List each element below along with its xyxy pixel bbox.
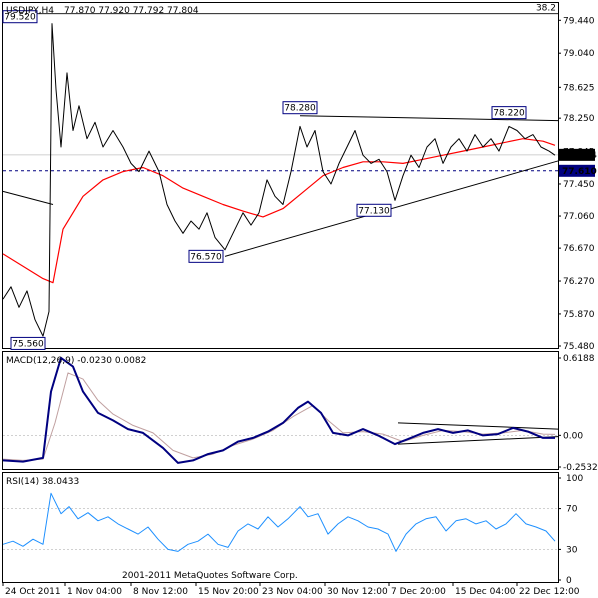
price-annotation-label: 76.570 <box>190 252 222 262</box>
price-trendline <box>2 190 54 206</box>
price-line <box>2 23 556 337</box>
support-price-tag-bg <box>559 164 595 177</box>
x-axis-tick-label: 1 Nov 04:00 <box>67 587 122 597</box>
chart-ohlc: 77.870 77.920 77.792 77.804 <box>64 6 199 16</box>
macd-panel-frame <box>2 351 559 470</box>
rsi-layer <box>2 492 558 552</box>
macd-trendline <box>397 422 559 430</box>
copyright-text: 2001-2011 MetaQuotes Software Corp. <box>122 571 298 581</box>
fib-level-label: 38.2 <box>536 4 556 14</box>
x-axis-tick-label: 24 Oct 2011 <box>5 587 61 597</box>
rsi-panel-frame <box>2 472 559 583</box>
x-axis-tick-label: 15 Dec 04:00 <box>455 587 516 597</box>
price-axis-tick-label: 75.870 <box>563 310 595 320</box>
x-axis-tick-label: 7 Dec 20:00 <box>391 587 446 597</box>
rsi-label: RSI(14) 38.0433 <box>6 477 79 487</box>
rsi-line <box>2 492 556 552</box>
price-axis-tick-label: 75.480 <box>563 342 595 352</box>
price-axis-tick-label: 76.670 <box>563 244 595 254</box>
macd-axis-tick-label: -0.2532 <box>563 463 598 473</box>
price-annotation-label: 79.520 <box>4 13 36 23</box>
macd-axis-tick-label: 0.00 <box>563 431 583 441</box>
price-axis-tick-label: 77.060 <box>563 212 595 222</box>
x-axis-tick-label: 8 Nov 12:00 <box>133 587 188 597</box>
current-price-tag-bg <box>559 148 595 161</box>
price-annotation-label: 78.280 <box>284 104 316 114</box>
chart-header: USDJPY,H4 <box>6 6 54 16</box>
price-annotation-box <box>188 249 224 263</box>
rsi-axis-tick-label: 30 <box>566 545 578 555</box>
price-annotation-label: 75.560 <box>12 339 44 349</box>
rsi-axis-tick-label: 70 <box>566 505 578 515</box>
price-trendline <box>299 115 559 122</box>
x-axis-tick-label: 23 Nov 04:00 <box>262 587 323 597</box>
rsi-axis-tick-label: 0 <box>566 576 572 586</box>
price-annotation-box <box>282 101 318 115</box>
price-annotation-label: 78.220 <box>493 109 525 119</box>
price-panel-frame <box>2 2 559 349</box>
macd-layer <box>2 356 559 464</box>
price-annotation-label: 77.130 <box>358 206 390 216</box>
support-price-tag: 77.610 <box>562 167 597 177</box>
price-axis-tick-label: 76.270 <box>563 277 595 287</box>
price-annotation-box <box>491 106 527 120</box>
macd-main-line <box>2 356 555 464</box>
x-axis-tick-label: 30 Nov 12:00 <box>327 587 388 597</box>
macd-trendline <box>397 436 559 445</box>
price-annotation-box <box>2 10 38 24</box>
price-layer: 38.2 79.520 75.560 78.280 76.570 77.130 78.220 <box>2 4 559 350</box>
price-axis-tick-label: 79.440 <box>563 16 595 26</box>
price-axis-tick-label: 78.625 <box>563 83 595 93</box>
price-axis-tick-label: 77.450 <box>563 180 595 190</box>
x-axis-tick-label: 15 Nov 20:00 <box>198 587 259 597</box>
macd-axis-tick-label: 0.6188 <box>563 354 595 364</box>
macd-label: MACD(12,26,9) -0.0230 0.0082 <box>6 356 146 366</box>
price-annotation-box <box>10 336 46 350</box>
price-annotation-box <box>356 203 392 217</box>
rsi-axis-tick-label: 100 <box>566 474 583 484</box>
price-axis-tick-label: 79.040 <box>563 49 595 59</box>
axis-layer: 79.44079.04078.62578.25077.84577.45077.0… <box>2 16 598 597</box>
current-price-tag: 77.804 <box>562 151 597 161</box>
x-axis-tick-label: 22 Dec 12:00 <box>519 587 580 597</box>
price-axis-tick-label: 78.250 <box>563 114 595 124</box>
